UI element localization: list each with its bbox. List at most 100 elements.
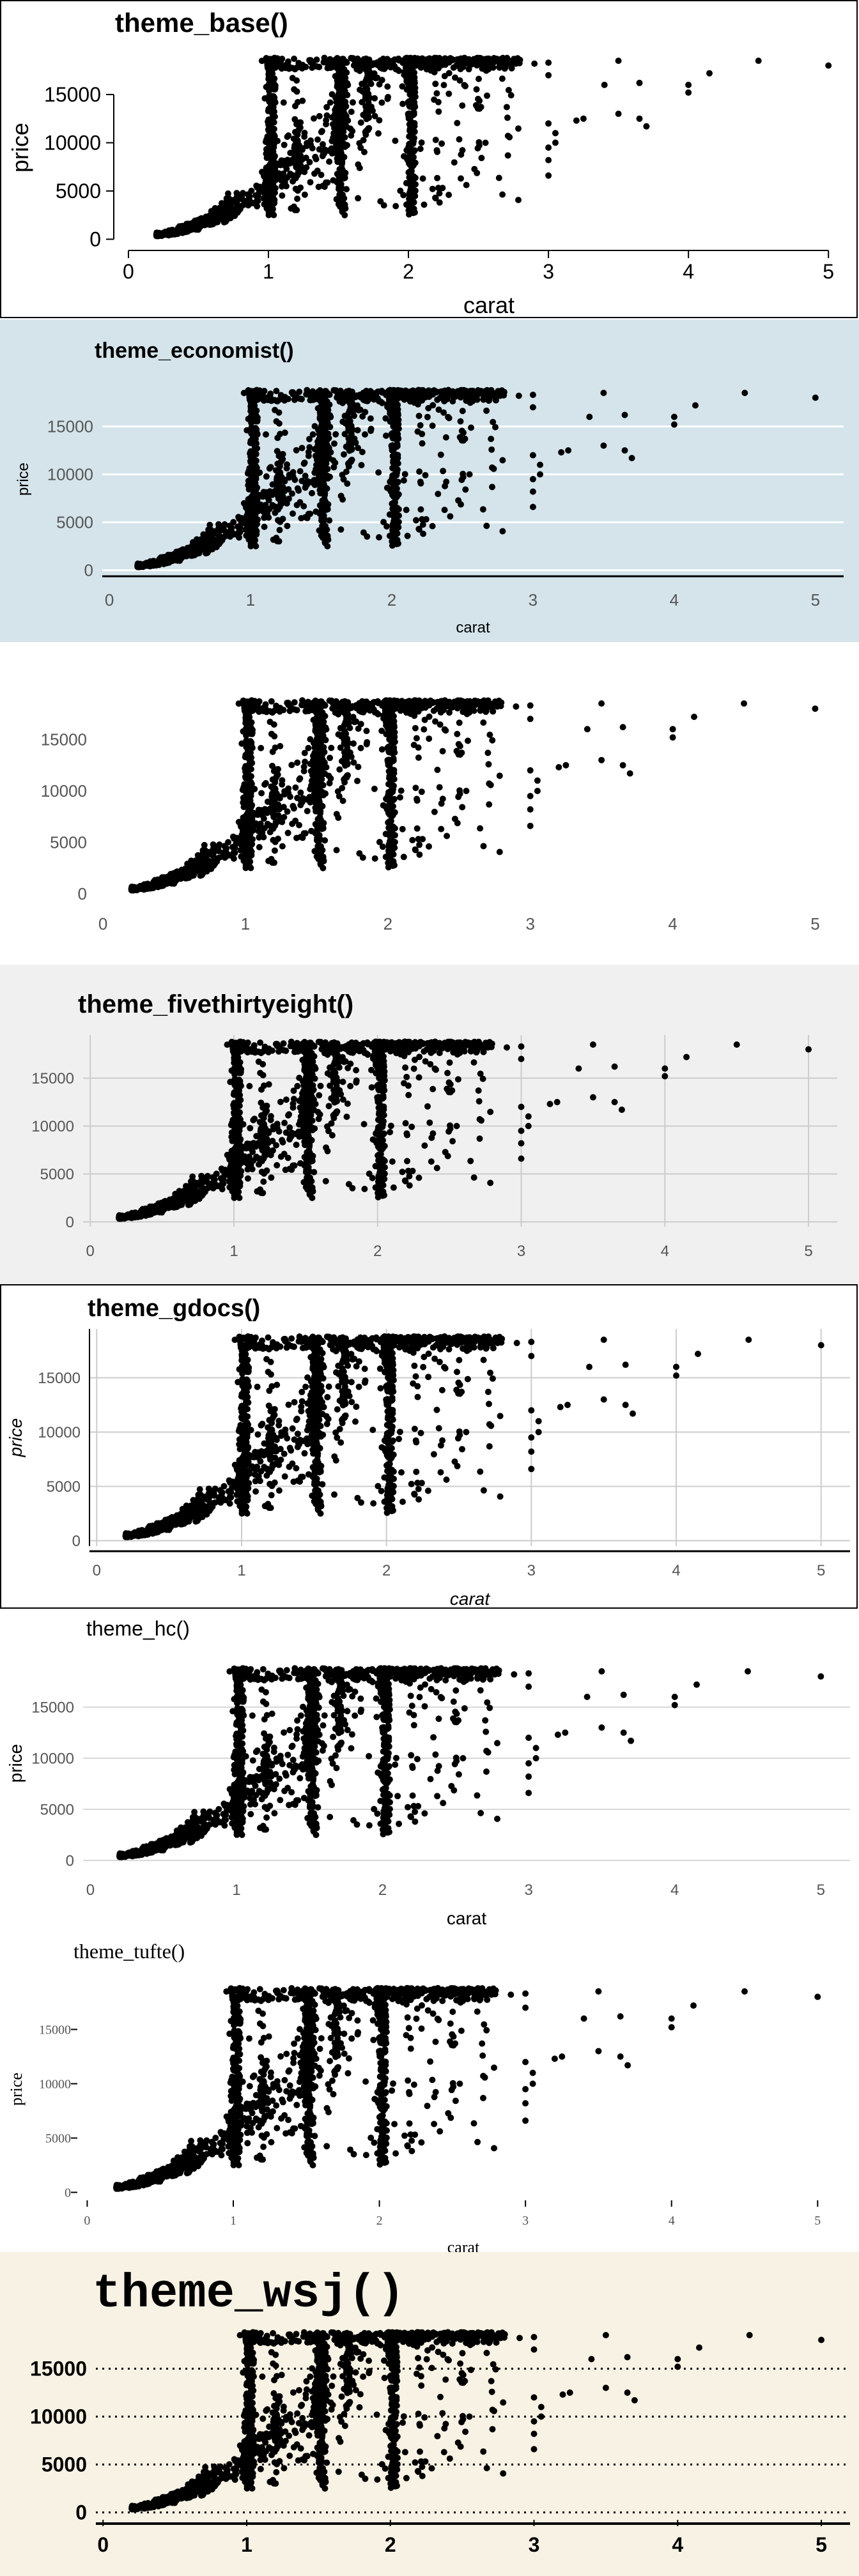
data-point: [248, 424, 255, 431]
data-point: [406, 110, 413, 117]
data-point: [415, 413, 422, 419]
chart-title: theme_economist(): [95, 339, 294, 363]
data-point: [307, 57, 314, 64]
data-point: [350, 99, 356, 106]
data-point: [323, 103, 330, 111]
data-point: [460, 429, 467, 436]
data-point: [459, 102, 466, 109]
data-point: [537, 461, 543, 468]
data-point: [252, 192, 259, 199]
data-point: [392, 203, 399, 210]
data-point: [362, 84, 369, 91]
x-tick-label: 1: [263, 260, 274, 283]
data-point: [206, 221, 213, 228]
data-point: [408, 159, 415, 166]
data-point: [335, 815, 342, 821]
data-point: [371, 95, 378, 102]
data-point: [391, 511, 398, 518]
data-point: [499, 528, 506, 535]
data-point: [490, 418, 497, 425]
data-point: [415, 754, 422, 761]
data-point: [175, 552, 182, 559]
data-point: [457, 418, 464, 425]
data-point: [293, 206, 300, 213]
data-point: [365, 125, 372, 132]
data-point: [399, 100, 406, 107]
data-point: [195, 546, 202, 553]
data-point: [445, 70, 453, 77]
x-axis-label: carat: [463, 292, 515, 318]
data-point: [252, 445, 259, 452]
data-point: [432, 137, 439, 143]
data-point: [600, 442, 607, 449]
data-point: [226, 195, 233, 202]
data-point: [460, 387, 467, 394]
data-point: [685, 81, 692, 88]
data-point: [444, 832, 451, 839]
data-point: [457, 394, 464, 401]
data-point: [573, 117, 580, 124]
data-point: [327, 99, 334, 106]
data-point: [371, 112, 378, 119]
data-point: [322, 471, 329, 479]
data-point: [415, 526, 422, 533]
data-point: [246, 396, 253, 403]
data-point: [529, 476, 536, 482]
data-point: [291, 56, 298, 62]
data-point: [412, 724, 419, 732]
data-point: [321, 500, 329, 507]
data-point: [188, 552, 195, 559]
data-point: [462, 486, 469, 493]
data-point: [418, 139, 425, 146]
data-point: [422, 516, 430, 523]
data-point: [284, 523, 291, 530]
panel-background: [0, 0, 859, 319]
data-point: [311, 469, 318, 476]
data-point: [477, 54, 483, 61]
data-point: [392, 66, 399, 73]
data-point: [394, 485, 400, 492]
data-point: [429, 65, 436, 72]
data-point: [275, 517, 281, 524]
data-point: [741, 390, 748, 396]
data-point: [447, 513, 454, 520]
data-point: [408, 180, 415, 187]
data-point: [339, 158, 346, 165]
data-point: [293, 77, 300, 84]
data-point: [515, 392, 522, 399]
data-point: [318, 171, 325, 178]
data-point: [272, 503, 279, 510]
data-point: [247, 199, 254, 206]
data-point: [440, 82, 447, 89]
data-point: [468, 424, 474, 431]
data-point: [274, 434, 281, 441]
data-point: [462, 82, 468, 89]
data-point: [345, 445, 352, 452]
data-point: [406, 56, 413, 63]
data-point: [445, 90, 453, 97]
x-tick-label: 2: [387, 590, 396, 610]
data-point: [301, 191, 308, 198]
data-point: [414, 388, 421, 395]
data-point: [301, 169, 308, 176]
data-point: [545, 144, 552, 151]
data-point: [336, 112, 342, 119]
data-point: [471, 165, 478, 172]
data-point: [400, 192, 407, 199]
data-point: [260, 509, 267, 516]
data-point: [279, 183, 285, 190]
data-point: [515, 197, 522, 203]
data-point: [268, 158, 275, 165]
data-point: [483, 407, 490, 414]
data-point: [382, 415, 389, 422]
data-point: [339, 129, 346, 136]
data-point: [410, 154, 417, 160]
y-tick-label: 10000: [47, 465, 93, 484]
data-point: [270, 113, 277, 120]
data-point: [399, 83, 406, 90]
data-point: [362, 95, 369, 102]
data-point: [160, 556, 167, 564]
data-point: [495, 174, 502, 181]
data-point: [302, 484, 309, 491]
